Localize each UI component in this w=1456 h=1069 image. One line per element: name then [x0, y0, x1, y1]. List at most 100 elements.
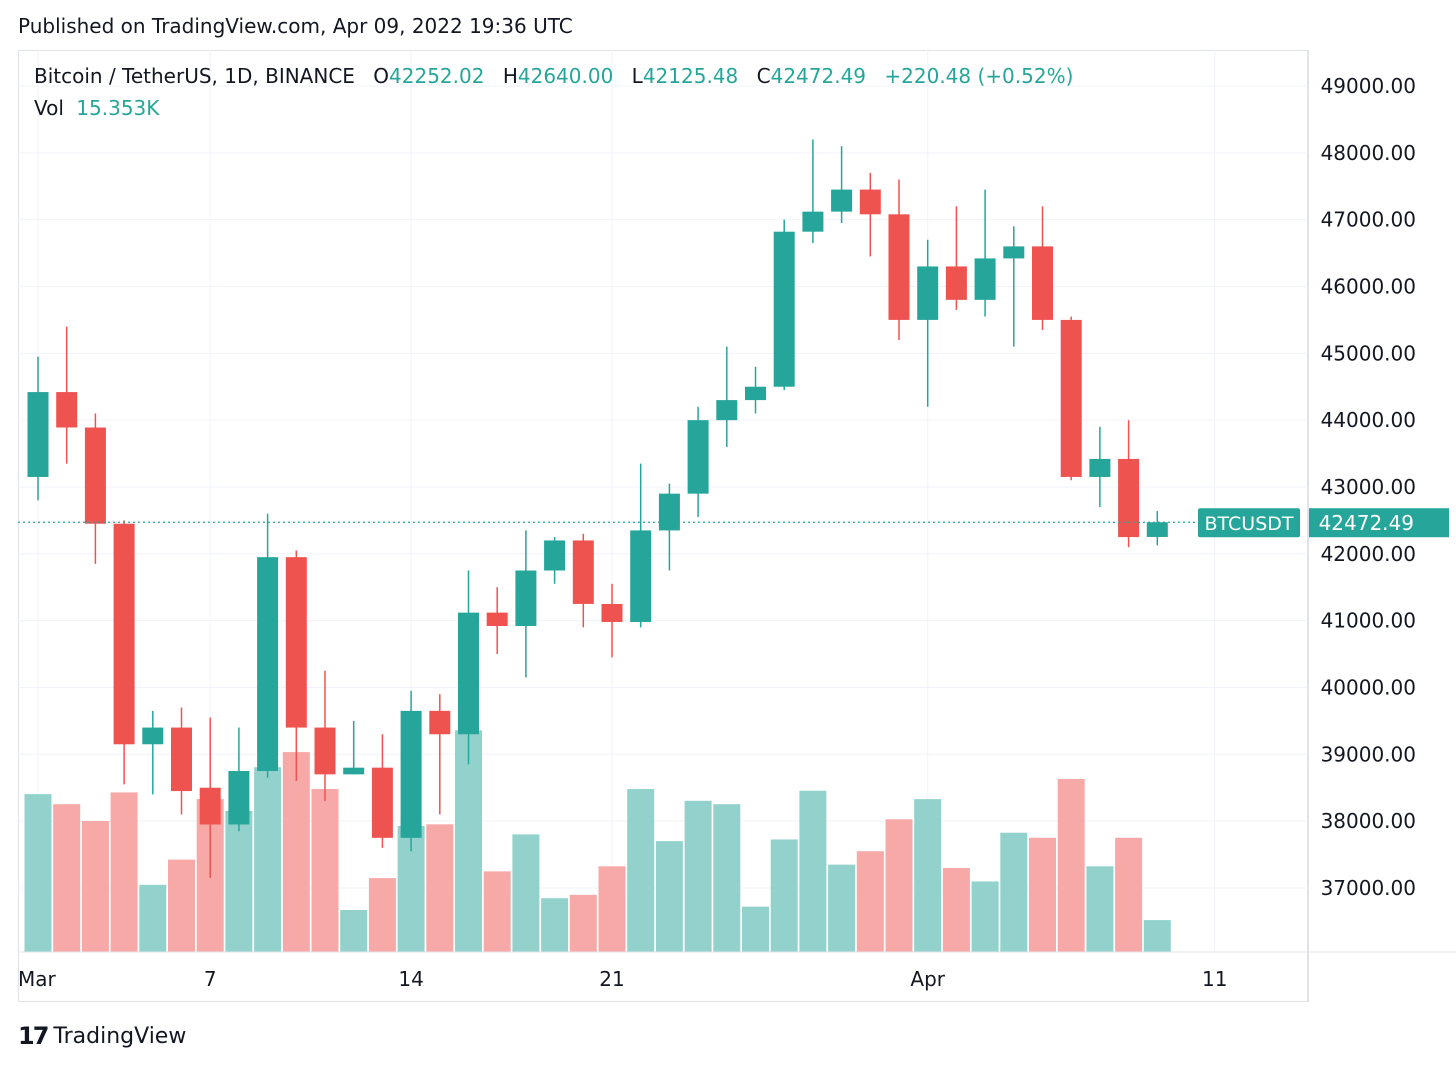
open-label: O: [373, 64, 390, 88]
volume-bar: [684, 800, 712, 952]
price-tag: BTCUSDT: [18, 508, 1300, 538]
candle-body: [945, 266, 967, 300]
volume-bar: [742, 906, 769, 952]
volume-bars: [24, 730, 1171, 952]
volume-bar: [655, 841, 683, 952]
candle-body: [630, 530, 652, 622]
candle-body: [716, 400, 738, 421]
candle-body: [285, 557, 307, 728]
volume-bar: [885, 819, 913, 952]
candle-body: [142, 727, 164, 745]
current-price-box: [1309, 508, 1449, 538]
candle-body: [458, 612, 479, 735]
x-tick-label: Mar: [18, 967, 57, 991]
candle-body: [917, 266, 939, 320]
volume-bar: [770, 839, 798, 952]
high-label: H: [502, 64, 518, 88]
volume-bar: [713, 804, 741, 952]
x-tick-label: 21: [599, 967, 624, 991]
candle-body: [1118, 458, 1140, 538]
volume-bar: [541, 898, 569, 952]
volume-bar: [942, 868, 970, 952]
price-scale[interactable]: 49000.00 48000.00 47000.00 46000.00 45000.00…: [1308, 50, 1456, 1002]
candle-body: [1003, 246, 1025, 259]
x-tick-label: 7: [204, 967, 217, 991]
candle-body: [314, 727, 336, 775]
candle-body: [601, 603, 623, 622]
volume-bar: [1029, 837, 1056, 952]
volume-bar: [569, 894, 597, 952]
tradingview-logo-icon: 17: [18, 1022, 49, 1050]
high-value: 42640.00: [517, 64, 614, 88]
y-tick-label: 46000.00: [1321, 274, 1416, 298]
volume-bar: [1086, 866, 1114, 952]
published-caption: Published on TradingView.com, Apr 09, 20…: [18, 14, 573, 38]
low-value: 42125.48: [642, 64, 739, 88]
volume-bar: [110, 792, 138, 952]
chart-area[interactable]: Mar 7 14 21 Apr 11 BTCUSDT: [18, 50, 1308, 1002]
candle-body: [687, 420, 709, 494]
y-tick-label: 41000.00: [1321, 609, 1416, 633]
change-value: +220.48 (+0.52%): [884, 64, 1074, 88]
symbol-title: Bitcoin / TetherUS, 1D, BINANCE: [34, 64, 355, 88]
candle-body: [1089, 458, 1111, 477]
close-value: 42472.49: [770, 64, 867, 88]
volume-bar: [225, 810, 253, 952]
brand-name: TradingView: [53, 1023, 187, 1049]
candle-body: [228, 771, 250, 825]
candle-body: [802, 211, 824, 232]
volume-bar: [368, 878, 396, 952]
candle-body: [544, 540, 566, 571]
y-tick-label: 48000.00: [1321, 141, 1416, 165]
candle-body: [515, 570, 537, 626]
volume-legend: Vol 15.353K: [34, 96, 159, 120]
candle-body: [84, 427, 106, 524]
y-tick-label: 42000.00: [1321, 542, 1416, 566]
volume-bar: [483, 871, 511, 952]
candle-body: [27, 392, 49, 477]
low-label: L: [631, 64, 643, 88]
candle-body: [371, 767, 393, 838]
candlestick-chart[interactable]: Mar 7 14 21 Apr 11 BTCUSDT: [18, 50, 1308, 1002]
volume-bar: [81, 820, 109, 952]
candle-body: [343, 767, 365, 775]
candle-body: [486, 612, 508, 626]
volume-bar: [512, 834, 540, 952]
volume-bar: [1115, 837, 1143, 952]
volume-bar: [24, 794, 52, 952]
ohlc-legend: Bitcoin / TetherUS, 1D, BINANCE O42252.0…: [34, 64, 1073, 88]
candle-body: [257, 557, 279, 772]
candle-body: [171, 727, 192, 792]
volume-bar: [254, 767, 282, 952]
volume-bar: [627, 789, 655, 952]
y-tick-label: 44000.00: [1321, 408, 1416, 432]
volume-bar: [1000, 832, 1028, 952]
volume-bar: [971, 881, 999, 952]
y-tick-label: 37000.00: [1321, 876, 1416, 900]
y-tick-label: 38000.00: [1321, 809, 1416, 833]
volume-bar: [914, 799, 942, 952]
tradingview-brand[interactable]: 17 TradingView: [18, 1022, 186, 1050]
volume-bar: [282, 752, 310, 952]
candle-body: [400, 710, 422, 838]
volume-bar: [828, 864, 856, 952]
candle-body: [429, 710, 451, 735]
candle-body: [859, 189, 881, 215]
volume-bar: [139, 884, 167, 952]
x-tick-label: Apr: [910, 967, 945, 991]
volume-bar: [340, 910, 368, 952]
candle-body: [572, 540, 594, 604]
close-label: C: [756, 64, 771, 88]
candle-body: [658, 493, 680, 531]
y-tick-label: 49000.00: [1321, 74, 1416, 98]
volume-bar: [1057, 778, 1085, 952]
current-price-label: 42472.49: [1319, 511, 1414, 535]
volume-bar: [426, 824, 454, 952]
candle-body: [888, 214, 910, 320]
volume-label: Vol: [34, 96, 64, 120]
volume-bar: [455, 730, 482, 952]
volume-bar: [598, 866, 626, 952]
candles: [27, 139, 1168, 878]
symbol-tag-box: [1198, 508, 1300, 538]
candle-body: [1032, 246, 1053, 320]
